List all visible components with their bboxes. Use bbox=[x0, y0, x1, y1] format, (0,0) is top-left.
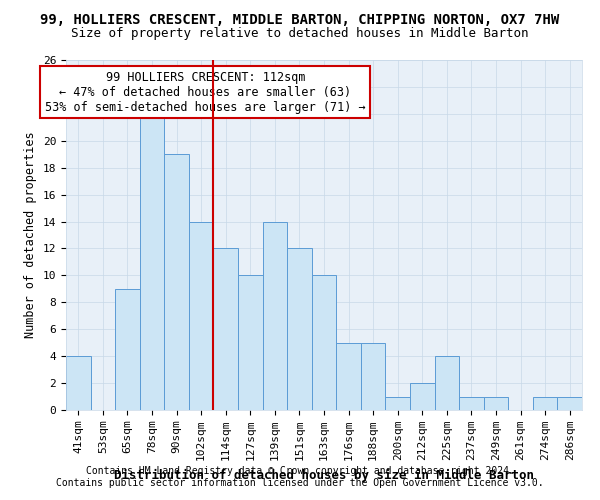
Bar bbox=[533, 396, 557, 410]
Bar bbox=[287, 248, 312, 410]
Bar bbox=[361, 342, 385, 410]
Bar bbox=[115, 289, 140, 410]
Bar bbox=[557, 396, 582, 410]
Bar bbox=[434, 356, 459, 410]
Text: Contains HM Land Registry data © Crown copyright and database right 2024.
Contai: Contains HM Land Registry data © Crown c… bbox=[56, 466, 544, 487]
Bar bbox=[66, 356, 91, 410]
Bar bbox=[214, 248, 238, 410]
Bar bbox=[410, 383, 434, 410]
Bar bbox=[263, 222, 287, 410]
Text: Size of property relative to detached houses in Middle Barton: Size of property relative to detached ho… bbox=[71, 28, 529, 40]
Bar bbox=[336, 342, 361, 410]
Bar bbox=[484, 396, 508, 410]
Text: 99, HOLLIERS CRESCENT, MIDDLE BARTON, CHIPPING NORTON, OX7 7HW: 99, HOLLIERS CRESCENT, MIDDLE BARTON, CH… bbox=[40, 12, 560, 26]
Bar bbox=[140, 114, 164, 410]
Bar bbox=[385, 396, 410, 410]
Bar bbox=[312, 276, 336, 410]
Bar bbox=[238, 276, 263, 410]
Text: 99 HOLLIERS CRESCENT: 112sqm
← 47% of detached houses are smaller (63)
53% of se: 99 HOLLIERS CRESCENT: 112sqm ← 47% of de… bbox=[45, 70, 365, 114]
Bar bbox=[164, 154, 189, 410]
Bar bbox=[459, 396, 484, 410]
X-axis label: Distribution of detached houses by size in Middle Barton: Distribution of detached houses by size … bbox=[114, 468, 534, 481]
Bar bbox=[189, 222, 214, 410]
Y-axis label: Number of detached properties: Number of detached properties bbox=[24, 132, 37, 338]
